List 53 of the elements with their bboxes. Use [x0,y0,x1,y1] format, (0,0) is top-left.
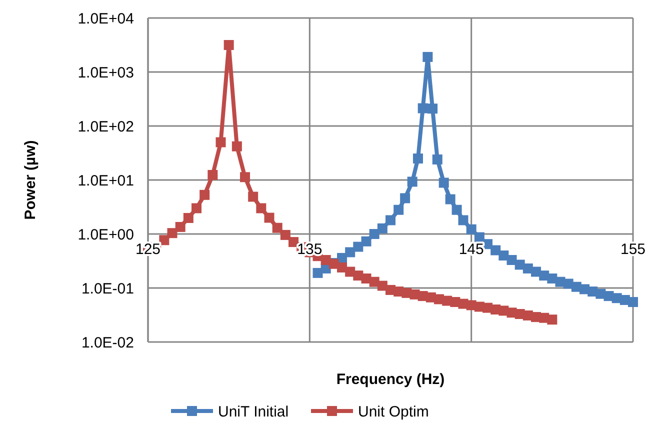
point [200,190,210,200]
point [394,204,404,215]
legend-label: Unit Optim [358,403,429,420]
x-tick-label: 155 [620,241,646,258]
point [498,250,509,260]
point [432,154,442,164]
y-tick-label: 1.0E-02 [81,334,134,352]
legend-label: UniT Initial [218,403,289,420]
x-axis-title: Frequency (Hz) [336,371,445,388]
point [386,215,396,226]
y-tick-label: 1.0E+04 [78,10,134,28]
point [353,242,364,252]
point [183,212,194,223]
point [407,176,418,187]
point [412,154,423,164]
point [377,223,388,234]
y-tick-label: 1.0E+00 [78,226,134,244]
point [452,204,462,215]
point [240,172,250,182]
point [361,236,372,246]
point [369,229,380,239]
y-tick-label: 1.0E-01 [81,280,134,298]
y-tick-label: 1.0E+01 [78,172,134,190]
point [280,230,290,240]
point [466,224,476,234]
point [422,52,433,62]
point [458,215,468,226]
point [418,103,428,114]
point [547,314,558,325]
point [547,273,558,284]
x-tick-label: 145 [458,241,484,258]
y-axis-title: Power (µw) [22,140,39,220]
y-tick-label: 1.0E+02 [78,118,134,136]
point [175,222,186,232]
point [288,237,298,248]
point [248,192,258,202]
point [628,297,638,308]
point [445,194,456,204]
point [272,222,282,233]
point [167,228,178,238]
y-tick-label: 1.0E+03 [78,64,134,82]
point [256,203,266,214]
point [428,104,438,114]
point [490,245,501,256]
point [208,170,218,180]
point [192,203,202,214]
point [264,212,274,223]
point [232,141,242,152]
point [345,247,356,258]
point [224,40,234,50]
point [400,193,410,204]
point [438,178,449,188]
point [216,137,226,148]
